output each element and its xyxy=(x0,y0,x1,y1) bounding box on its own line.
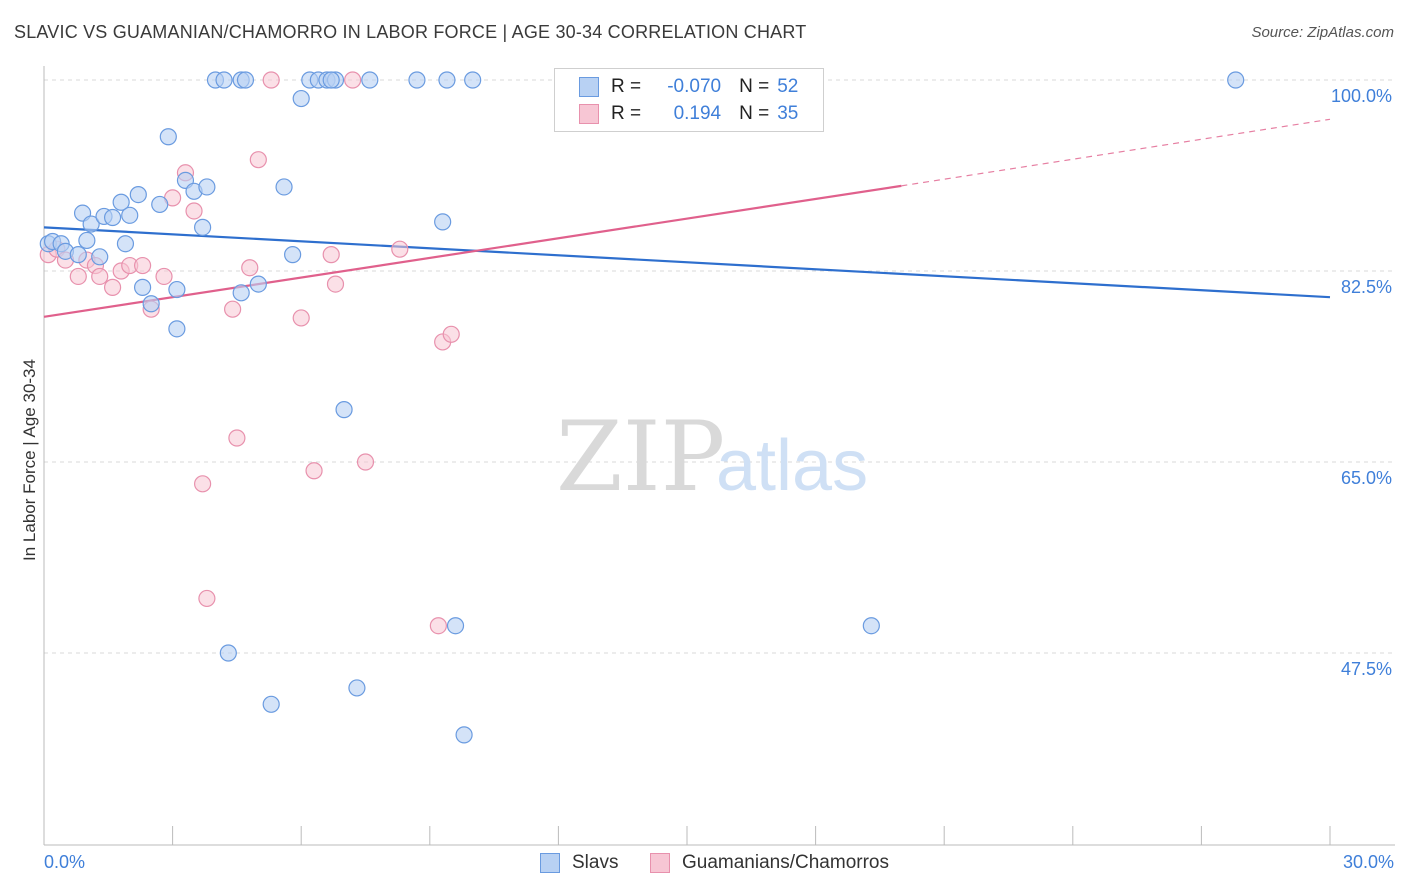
guamanians-r-label: R = xyxy=(611,103,642,124)
guamanians-point xyxy=(155,267,173,286)
slavs-n-label: N = xyxy=(739,76,770,97)
slavs-point xyxy=(434,213,452,231)
legend-row-guamanians: R = 0.194 N = 35 xyxy=(579,101,798,127)
slavs-point xyxy=(121,206,139,224)
guamanians-point xyxy=(241,259,259,277)
guamanians-n-value: 35 xyxy=(777,103,799,124)
slavs-point xyxy=(292,89,310,108)
slavs-r-label: R = xyxy=(611,76,642,97)
guamanians-n-label: N = xyxy=(739,103,770,124)
bottom-legend-guamanians: Guamanians/Chamorros xyxy=(650,852,889,874)
guamanians-legend-label: Guamanians/Chamorros xyxy=(682,852,889,873)
slavs-point xyxy=(129,186,147,204)
guamanians-point xyxy=(429,617,447,635)
slavs-point xyxy=(249,275,267,293)
slavs-point xyxy=(69,246,87,264)
slavs-point xyxy=(168,280,186,299)
legend-row-slavs: R = -0.070 N = 52 xyxy=(579,74,798,100)
guamanians-point xyxy=(103,278,122,296)
axes xyxy=(43,66,1395,846)
slavs-point xyxy=(236,71,255,89)
guamanians-point xyxy=(133,256,152,275)
bottom-legend-slavs: Slavs xyxy=(540,852,618,874)
slavs-point xyxy=(78,231,96,250)
slavs-point xyxy=(194,218,212,236)
guamanians-point xyxy=(391,240,409,258)
guamanians-point xyxy=(305,462,323,480)
slavs-point xyxy=(862,617,880,635)
guamanians-point xyxy=(292,309,310,327)
slavs-point xyxy=(116,235,135,253)
guamanians-point xyxy=(198,589,216,608)
correlation-legend: R = -0.070 N = 52 R = 0.194 N = 35 xyxy=(554,68,824,132)
slavs-point xyxy=(112,193,130,211)
slavs-trend-line xyxy=(43,226,1331,299)
chart-title: SLAVIC VS GUAMANIAN/CHAMORRO IN LABOR FO… xyxy=(14,22,807,42)
guamanians-point xyxy=(344,71,362,89)
slavs-n-value: 52 xyxy=(777,76,799,97)
guamanians-point xyxy=(262,71,280,89)
slavs-point xyxy=(142,295,160,313)
guamanians-swatch xyxy=(579,104,599,124)
slavs-point xyxy=(348,679,366,697)
slavs-point xyxy=(446,617,465,635)
y-tick-label: 100.0% xyxy=(1330,86,1392,106)
slavs-point xyxy=(151,195,169,214)
slavs-point xyxy=(133,278,152,296)
slavs-point xyxy=(168,320,186,338)
guamanians-point xyxy=(91,267,109,286)
y-tick-label: 65.0% xyxy=(1340,468,1392,488)
slavs-r-value: -0.070 xyxy=(667,76,722,97)
source-attribution: Source: ZipAtlas.com xyxy=(1251,24,1394,41)
y-tick-label: 47.5% xyxy=(1340,659,1392,679)
slavs-legend-swatch xyxy=(540,853,560,873)
slavs-point xyxy=(408,71,426,89)
watermark-zip: ZIP xyxy=(556,401,725,513)
guamanians-point xyxy=(228,429,246,447)
gridlines xyxy=(44,79,1395,654)
slavs-swatch xyxy=(579,77,599,97)
slavs-point xyxy=(198,178,216,196)
slavs-point xyxy=(82,215,100,233)
guamanians-point xyxy=(194,475,212,493)
slavs-point xyxy=(219,644,237,662)
guamanians-trend-extension xyxy=(901,118,1331,187)
guamanians-point xyxy=(224,300,242,318)
slavs-point xyxy=(322,71,340,89)
slavs-point xyxy=(438,71,456,89)
slavs-point xyxy=(215,71,233,89)
slavs-legend-label: Slavs xyxy=(572,852,619,873)
slavs-point xyxy=(91,248,109,266)
guamanians-point xyxy=(326,275,345,293)
guamanians-legend-swatch xyxy=(650,853,670,873)
guamanians-point xyxy=(249,151,267,169)
watermark-atlas: atlas xyxy=(716,426,868,506)
slavs-point xyxy=(275,178,293,196)
slavs-point xyxy=(361,71,379,89)
slavs-point xyxy=(232,284,250,302)
slavs-point xyxy=(284,246,302,264)
guamanians-point xyxy=(322,246,340,264)
guamanians-r-value: 0.194 xyxy=(673,103,722,124)
guamanians-point xyxy=(442,325,460,343)
slavs-point xyxy=(1227,71,1245,89)
x-tick-min: 0.0% xyxy=(44,852,86,872)
slavs-point xyxy=(464,71,482,89)
slavs-point xyxy=(159,128,177,146)
y-tick-label: 82.5% xyxy=(1340,277,1392,297)
guamanians-point xyxy=(185,202,203,220)
x-tick-max: 30.0% xyxy=(1342,852,1394,872)
slavs-point xyxy=(262,695,280,713)
slavs-point xyxy=(335,401,353,419)
guamanians-point xyxy=(69,267,87,286)
slavs-point xyxy=(103,208,122,227)
guamanians-point xyxy=(356,453,375,471)
slavs-point xyxy=(455,726,473,744)
guamanians-trend-line xyxy=(43,184,902,318)
trend-lines xyxy=(43,118,1331,318)
